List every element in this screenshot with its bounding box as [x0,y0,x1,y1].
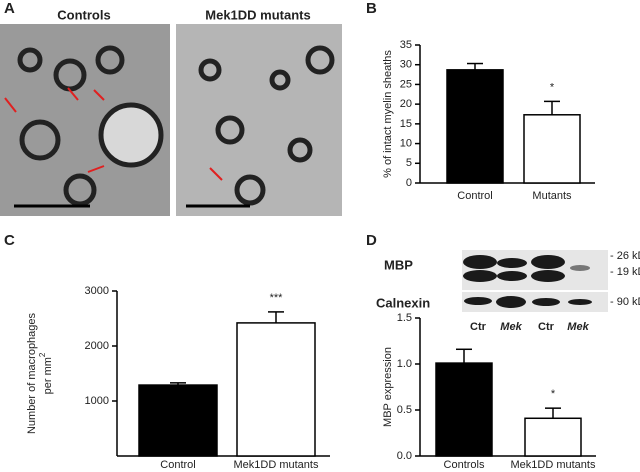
y-axis-label: % of intact myelin sheaths [382,50,394,178]
x-tick-label: Controls [444,459,485,471]
bar [236,322,316,457]
y-tick-label: 30 [400,59,412,71]
x-tick-label: Mek1DD mutants [234,459,319,471]
y-axis-label: MBP expression [382,347,394,427]
image-label: Mek1DD mutants [205,7,310,22]
bar [524,417,582,457]
x-tick-label: Mutants [532,190,572,202]
y-tick-label: 0.5 [397,404,412,416]
x-tick-label: Mek1DD mutants [511,459,596,471]
panel-label: B [366,0,377,17]
y-tick-label: 20 [400,98,412,110]
y-tick-label: 5 [406,157,412,169]
bar [138,384,218,457]
panel-label: D [366,232,377,249]
x-tick-label: Control [160,459,195,471]
y-tick-label: 2000 [85,340,109,352]
axon-decor [17,45,335,207]
micrograph [176,24,342,216]
size-label: - 19 kD [610,266,640,278]
y-tick-label: 0 [406,177,412,189]
size-label: - 26 kD [610,250,640,262]
size-label: - 90 kD [610,296,640,308]
blot-row-label: Calnexin [376,295,430,310]
y-tick-label: 0.0 [397,450,412,462]
y-axis-label-line: Number of macrophages [26,312,38,434]
bar [435,362,493,457]
y-tick-label: 1000 [85,395,109,407]
y-axis-label-line: per mm [42,357,54,394]
y-tick-label: 3000 [85,285,109,297]
lane-label: Ctr [470,321,487,333]
lane-label: Mek [567,321,589,333]
lane-label: Ctr [538,321,555,333]
y-tick-label: 1.0 [397,358,412,370]
x-tick-label: Control [457,190,492,202]
blot-row-label: MBP [384,257,413,272]
annotation: * [550,81,555,93]
image-label: Controls [57,7,110,22]
y-tick-label: 15 [400,118,412,130]
blot-bands [463,255,592,308]
panel-label: C [4,232,15,249]
annotation: * [551,388,556,400]
bar [446,69,504,184]
panel-label: A [4,0,15,17]
lane-label: Mek [500,321,522,333]
y-tick-label: 1.5 [397,312,412,324]
y-tick-label: 10 [400,137,412,149]
bar [523,114,581,184]
arrows [4,87,223,181]
y-axis-label: Number of macrophages per mm2 [26,312,54,434]
superscript: 2 [38,352,47,357]
annotation: *** [270,292,284,304]
y-tick-label: 25 [400,78,412,90]
label-bg [40,8,130,24]
y-tick-label: 35 [400,39,412,51]
